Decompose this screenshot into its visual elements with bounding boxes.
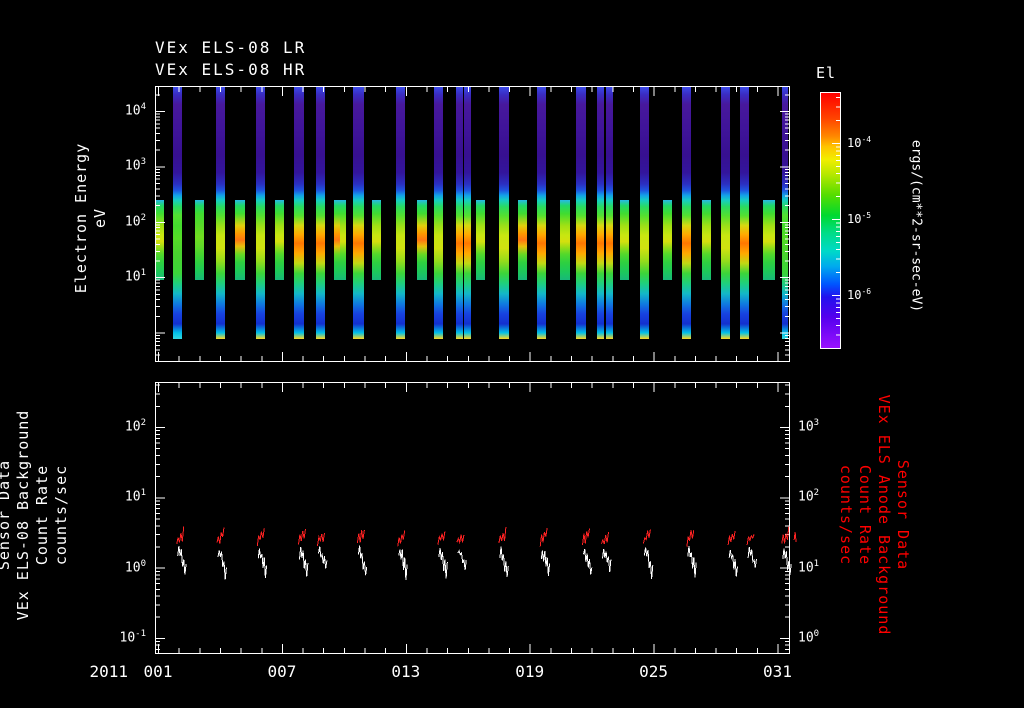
top-panel-y-tick-label: 101: [124, 268, 146, 285]
spectrogram-stripe: [339, 200, 346, 280]
spectrogram-stripe: [769, 200, 776, 280]
plot-title-hr: VEx ELS-08 HR: [155, 60, 307, 79]
spectrogram-stripe: [739, 87, 749, 339]
x-axis-day-tick-label: 025: [639, 662, 669, 681]
spectrogram-stripe: [333, 200, 340, 280]
colorbar-title: El: [816, 64, 837, 82]
bottom-panel-left-tick-label: 10-1: [119, 628, 147, 646]
spectrogram-stripe: [275, 200, 285, 280]
x-axis-day-tick-label: 013: [391, 662, 421, 681]
spectrogram-stripe: [620, 200, 630, 280]
spectrogram-stripe: [396, 87, 406, 339]
colorbar: [820, 92, 841, 349]
bottom-panel-left-tick-label: 102: [124, 418, 146, 435]
count-rate-trace: [793, 531, 797, 543]
spectrogram-stripe: [498, 87, 509, 339]
spectrogram-stripe: [194, 200, 204, 280]
bottom-panel-left-tick-label: 100: [124, 558, 146, 575]
x-axis-day-tick-label: 001: [143, 662, 173, 681]
left-label-line2: VEx ELS-08 Background: [14, 409, 32, 621]
colorbar-tick-label: 10-4: [847, 135, 872, 150]
spectrogram-stripe: [763, 200, 770, 280]
spectrogram-stripe: [517, 200, 527, 280]
spectrogram-stripe: [173, 87, 183, 339]
spectrogram-stripe: [464, 87, 472, 339]
spectrogram-stripe: [216, 87, 226, 339]
x-axis-day-tick-label: 007: [267, 662, 297, 681]
top-panel-y-tick-label: 104: [124, 102, 146, 119]
left-label-line3: Count Rate: [33, 464, 51, 566]
spectrogram-stripe: [559, 200, 570, 280]
spectrogram-stripe: [605, 87, 613, 339]
spectrogram-stripe: [434, 87, 444, 339]
spectrogram-stripe: [156, 200, 164, 280]
spectrogram-stripe: [701, 200, 711, 280]
colorbar-tick-label: 10-5: [847, 211, 872, 226]
right-label-line2: VEx ELS Anode Background: [875, 394, 893, 636]
bottom-panel-right-tick-label: 101: [798, 558, 820, 575]
bottom-panel-right-tick-label: 102: [798, 488, 820, 505]
spectrogram-stripe: [315, 87, 325, 339]
spectrogram-stripe: [639, 87, 649, 339]
bottom-panel-right-tick-label: 100: [798, 628, 820, 646]
top-panel-y-tick-label: 103: [124, 157, 146, 174]
left-label-line4: counts/sec: [52, 464, 70, 566]
right-label-line3: Count Rate: [856, 464, 874, 566]
spectrogram-stripe: [536, 87, 546, 339]
spectrogram-stripe: [721, 87, 731, 339]
count-rate-panel: [155, 382, 790, 654]
spectrogram-stripe: [294, 87, 305, 339]
right-label-line1: Sensor Data: [894, 459, 912, 571]
spectrogram-stripe: [781, 87, 788, 339]
spectrogram-stripe: [475, 200, 485, 280]
spectrogram-stripe: [682, 87, 692, 339]
left-label-line1: Sensor Data: [0, 459, 13, 571]
spectrogram-stripe: [234, 200, 245, 280]
spectrogram-stripe: [255, 87, 265, 339]
spectrogram-stripe: [352, 87, 364, 339]
colorbar-tick-label: 10-6: [847, 287, 872, 302]
bottom-panel-right-tick-label: 103: [798, 418, 820, 435]
spectrogram-stripe: [662, 200, 672, 280]
spectrogram-panel: [155, 86, 790, 362]
spectrogram-stripe: [417, 200, 428, 280]
top-panel-y-tick-label: 102: [124, 212, 146, 230]
colorbar-units-text: ergs/(cm**2-sr-sec-eV): [908, 139, 924, 313]
year-label: 2011: [89, 662, 128, 681]
x-axis-day-tick-label: 031: [763, 662, 792, 681]
spectrogram-stripe: [455, 87, 463, 339]
spectrogram-stripe: [597, 87, 605, 339]
spectrogram-stripes-layer: [156, 87, 789, 361]
x-axis-day-tick-label: 019: [515, 662, 545, 681]
spectrogram-stripe: [576, 87, 587, 339]
spectrogram-stripe: [372, 200, 382, 280]
plot-title-lr: VEx ELS-08 LR: [155, 38, 307, 57]
y-axis-label-line1: Electron Energy: [72, 142, 90, 294]
bottom-panel-left-tick-label: 101: [124, 488, 146, 505]
